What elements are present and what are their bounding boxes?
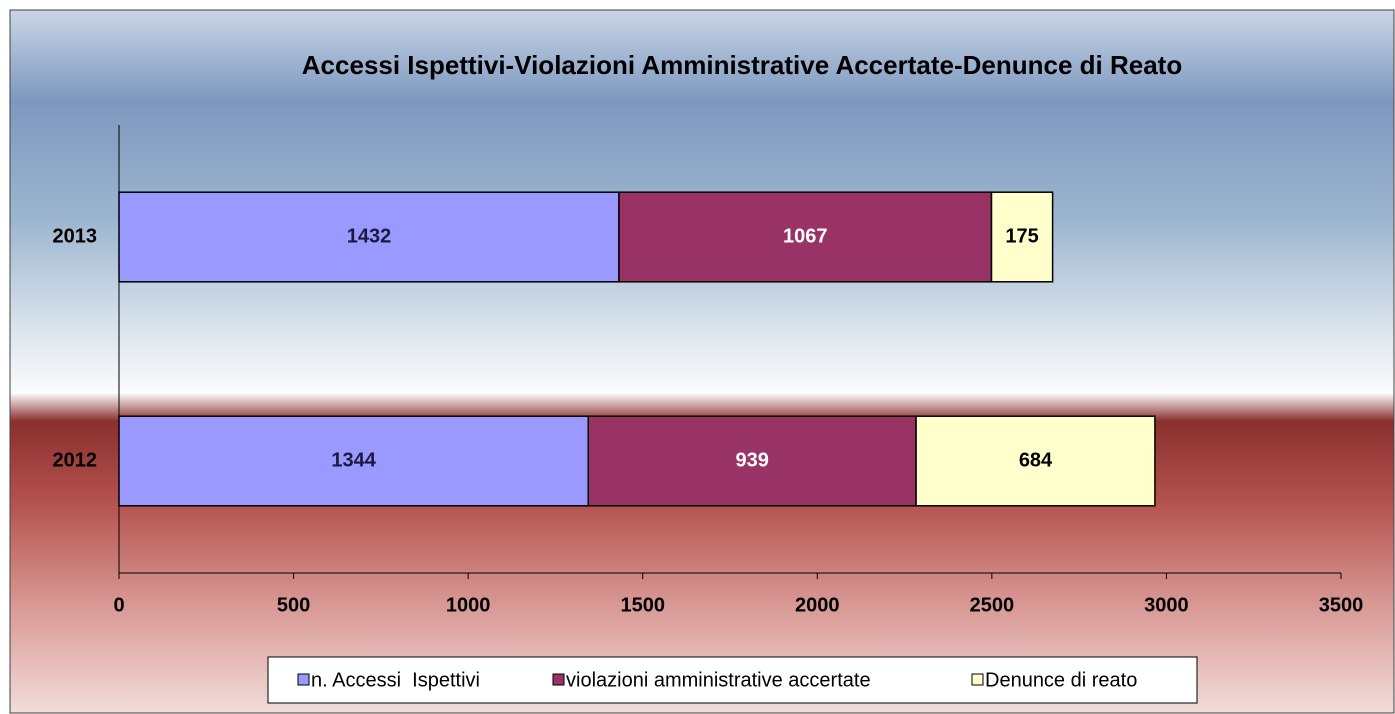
x-tick-label: 2500 [970, 594, 1015, 616]
bar [118, 191, 620, 283]
x-tick-label: 2000 [795, 594, 840, 616]
x-tick-label: 3000 [1144, 594, 1189, 616]
legend-marker [552, 673, 565, 686]
legend-marker [971, 673, 984, 686]
chart-title: Accessi Ispettivi-Violazioni Amministrat… [302, 50, 1182, 80]
bar [990, 191, 1054, 283]
legend [267, 656, 1198, 704]
data-label: 939 [735, 449, 768, 471]
data-label: 175 [1005, 225, 1038, 247]
bar [118, 415, 589, 507]
x-tick-label: 0 [113, 594, 124, 616]
y-tick-label: 2012 [53, 449, 98, 471]
legend-label: violazioni amministrative accertate [566, 669, 871, 691]
bar [587, 415, 917, 507]
x-tick-label: 500 [277, 594, 310, 616]
data-label: 684 [1019, 449, 1053, 471]
x-tick-label: 1500 [620, 594, 665, 616]
y-tick-label: 2013 [53, 225, 98, 247]
data-label: 1344 [331, 449, 376, 471]
bar [618, 191, 993, 283]
legend-label: Denunce di reato [985, 669, 1137, 691]
legend-label: n. Accessi Ispettivi [311, 669, 480, 691]
data-label: 1067 [783, 225, 828, 247]
background [9, 9, 1395, 714]
data-label: 1432 [347, 225, 392, 247]
x-tick-label: 1000 [446, 594, 491, 616]
bar [915, 415, 1156, 507]
legend-marker [297, 673, 310, 686]
x-tick-label: 3500 [1319, 594, 1364, 616]
